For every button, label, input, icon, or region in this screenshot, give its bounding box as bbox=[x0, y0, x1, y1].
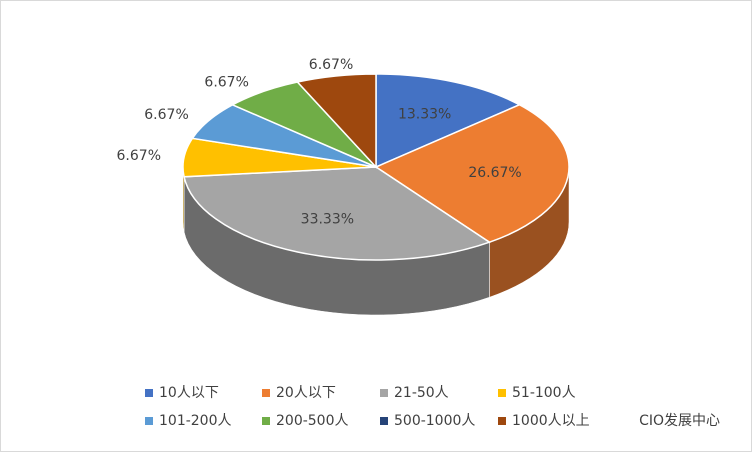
data-label: 6.67% bbox=[117, 148, 161, 164]
legend-swatch bbox=[380, 389, 388, 397]
legend-swatch bbox=[262, 417, 270, 425]
data-label: 6.67% bbox=[144, 107, 188, 123]
pie-slice bbox=[183, 166, 492, 261]
data-label: 6.67% bbox=[204, 75, 248, 91]
pie-slice bbox=[374, 103, 570, 244]
legend-swatch bbox=[498, 389, 506, 397]
legend-label: 101-200人 bbox=[159, 413, 232, 429]
legend-label: 21-50人 bbox=[394, 385, 449, 401]
data-label: 6.67% bbox=[309, 57, 353, 73]
data-label: 33.33% bbox=[301, 212, 354, 228]
legend-label: 500-1000人 bbox=[394, 413, 475, 429]
legend-label: 1000人以上 bbox=[512, 413, 590, 429]
legend-swatch bbox=[498, 417, 506, 425]
legend-label: 20人以下 bbox=[276, 385, 336, 401]
watermark: CIO发展中心 bbox=[639, 413, 720, 429]
legend-label: 200-500人 bbox=[276, 413, 349, 429]
legend-swatch bbox=[145, 417, 153, 425]
data-label: 26.67% bbox=[468, 165, 521, 181]
pie-slice bbox=[296, 73, 377, 169]
pie-slice bbox=[375, 73, 522, 169]
legend-label: 10人以下 bbox=[159, 385, 219, 401]
data-label: 13.33% bbox=[398, 106, 451, 122]
legend-swatch bbox=[262, 389, 270, 397]
legend-swatch bbox=[145, 389, 153, 397]
legend-label: 51-100人 bbox=[512, 385, 576, 401]
legend-swatch bbox=[380, 417, 388, 425]
